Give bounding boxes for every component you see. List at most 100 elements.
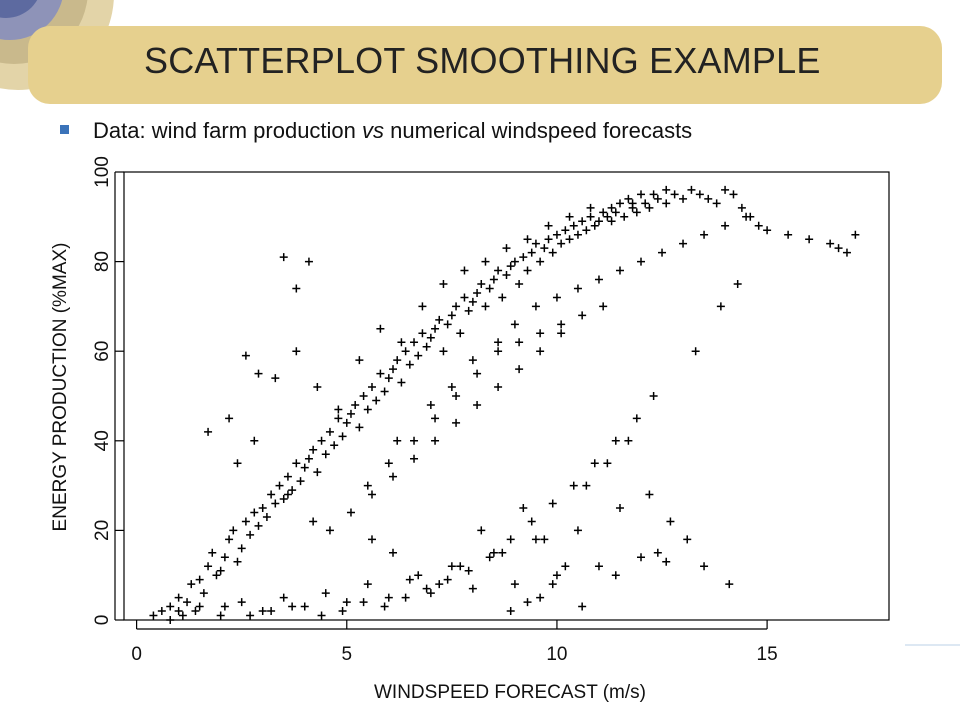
data-point: [304, 257, 313, 266]
data-point: [721, 185, 730, 194]
data-point: [502, 271, 511, 280]
data-point: [216, 566, 225, 575]
data-point: [498, 293, 507, 302]
data-point: [700, 230, 709, 239]
y-tick-label: 100: [92, 156, 113, 188]
data-point: [367, 490, 376, 499]
bullet-square-icon: [60, 125, 69, 134]
data-point: [372, 396, 381, 405]
data-point: [468, 584, 477, 593]
data-point: [603, 212, 612, 221]
data-point: [363, 481, 372, 490]
title-banner: [28, 26, 942, 104]
data-point: [418, 329, 427, 338]
data-point: [506, 607, 515, 616]
data-point: [531, 535, 540, 544]
data-point: [401, 593, 410, 602]
data-point: [729, 190, 738, 199]
data-point: [267, 490, 276, 499]
data-point: [611, 436, 620, 445]
data-point: [603, 459, 612, 468]
data-point: [376, 324, 385, 333]
data-point: [712, 199, 721, 208]
data-point: [725, 580, 734, 589]
data-point: [271, 374, 280, 383]
data-point: [578, 311, 587, 320]
data-point: [544, 235, 553, 244]
data-point: [599, 208, 608, 217]
data-point: [599, 302, 608, 311]
data-point: [834, 244, 843, 253]
data-point: [489, 548, 498, 557]
bullet-text-prefix: Data: wind farm production: [93, 118, 363, 143]
data-point: [183, 598, 192, 607]
slide-divider: [905, 644, 960, 646]
data-point: [670, 190, 679, 199]
data-point: [632, 208, 641, 217]
data-point: [216, 611, 225, 620]
data-point: [220, 602, 229, 611]
y-tick-label: 0: [92, 615, 113, 626]
data-point: [376, 369, 385, 378]
data-point: [157, 607, 166, 616]
data-point: [431, 436, 440, 445]
data-point: [637, 553, 646, 562]
data-point: [380, 602, 389, 611]
data-point: [271, 499, 280, 508]
data-point: [578, 217, 587, 226]
data-point: [687, 185, 696, 194]
data-point: [288, 486, 297, 495]
data-point: [351, 400, 360, 409]
data-point: [594, 562, 603, 571]
data-point: [431, 414, 440, 423]
data-point: [447, 383, 456, 392]
data-point: [410, 338, 419, 347]
data-point: [704, 194, 713, 203]
data-point: [637, 257, 646, 266]
data-point: [548, 580, 557, 589]
bullet-text-suffix: numerical windspeed forecasts: [384, 118, 693, 143]
data-point: [250, 508, 259, 517]
data-point: [527, 248, 536, 257]
data-point: [292, 347, 301, 356]
data-point: [439, 347, 448, 356]
data-point: [662, 199, 671, 208]
data-point: [842, 248, 851, 257]
data-point: [645, 490, 654, 499]
data-point: [313, 383, 322, 392]
data-point: [510, 580, 519, 589]
data-point: [695, 190, 704, 199]
data-point: [204, 427, 213, 436]
data-point: [279, 495, 288, 504]
data-point: [531, 302, 540, 311]
data-point: [225, 535, 234, 544]
data-point: [594, 217, 603, 226]
data-point: [468, 297, 477, 306]
data-point: [733, 280, 742, 288]
plot-frame-group: [123, 171, 890, 621]
data-point: [679, 194, 688, 203]
data-point: [447, 311, 456, 320]
data-point: [422, 584, 431, 593]
data-point: [384, 593, 393, 602]
data-point: [515, 338, 524, 347]
data-point: [338, 607, 347, 616]
x-tick-label: 15: [757, 644, 778, 665]
data-point: [662, 185, 671, 194]
data-point: [246, 530, 255, 539]
data-point: [506, 535, 515, 544]
data-point: [510, 257, 519, 266]
data-point: [544, 221, 553, 230]
data-point: [304, 454, 313, 463]
data-point: [397, 378, 406, 387]
data-point: [283, 472, 292, 481]
data-point: [258, 607, 267, 616]
data-point: [540, 535, 549, 544]
data-point: [325, 526, 334, 535]
y-tick-label: 40: [92, 430, 113, 451]
data-point: [426, 333, 435, 342]
data-point: [573, 526, 582, 535]
data-point: [191, 607, 200, 616]
data-point: [620, 212, 629, 221]
